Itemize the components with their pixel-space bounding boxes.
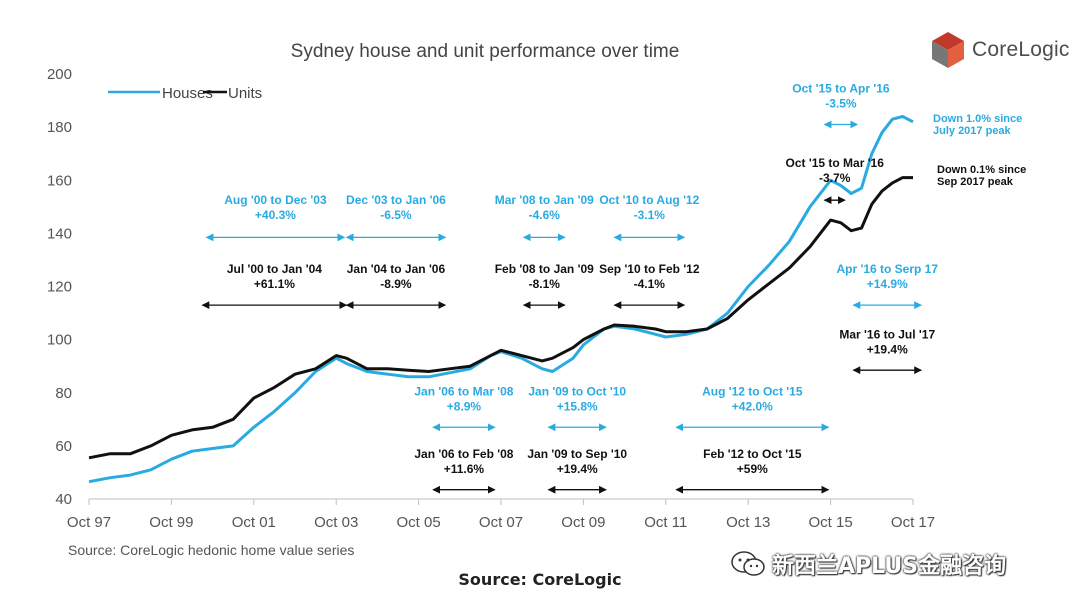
corelogic-logo: CoreLogic — [928, 30, 1070, 70]
annotation-period: Feb '12 to Oct '15 — [703, 447, 802, 461]
annotation-period: Apr '16 to Serp 17 — [836, 262, 938, 276]
annotation-change: -6.5% — [380, 208, 412, 222]
annotation-units-5: Feb '08 to Jan '09-8.1% — [495, 262, 594, 309]
annotation-houses-16: Apr '16 to Serp 17+14.9% — [836, 262, 938, 309]
end-note-units: Down 0.1% since Sep 2017 peak — [937, 164, 1029, 188]
annotation-change: -4.6% — [529, 208, 561, 222]
annotation-period: Dec '03 to Jan '06 — [346, 193, 446, 207]
annotation-change: +8.9% — [447, 399, 482, 413]
annotation-houses-6: Oct '10 to Aug '12-3.1% — [599, 193, 700, 242]
annotation-change: -8.9% — [380, 277, 412, 291]
annotation-units-7: Sep '10 to Feb '12-4.1% — [599, 262, 700, 309]
annotation-houses-0: Aug '00 to Dec '03+40.3% — [205, 193, 346, 242]
annotation-houses-2: Dec '03 to Jan '06-6.5% — [345, 193, 447, 242]
x-tick-label: Oct 97 — [67, 514, 111, 531]
annotation-change: +40.3% — [255, 208, 296, 222]
x-tick-label: Oct 09 — [561, 514, 605, 531]
x-tick-label: Oct 17 — [891, 514, 935, 531]
wechat-watermark: 新西兰APLUS金融咨询 — [730, 548, 1006, 580]
y-tick-label: 160 — [47, 172, 72, 189]
series-line-units — [88, 176, 913, 460]
annotation-period: Jan '09 to Oct '10 — [528, 384, 626, 398]
y-tick-label: 60 — [55, 438, 72, 455]
annotation-houses-8: Jan '06 to Mar '08+8.9% — [414, 384, 514, 432]
annotation-change: +19.4% — [557, 462, 598, 476]
figure-caption: Source: CoreLogic — [458, 570, 622, 589]
x-tick-label: Oct 11 — [644, 514, 687, 531]
y-tick-label: 140 — [47, 225, 72, 242]
x-tick-label: Oct 05 — [397, 514, 441, 531]
annotation-change: +59% — [737, 462, 768, 476]
annotation-change: -3.5% — [825, 97, 857, 111]
annotation-units-17: Mar '16 to Jul '17+19.4% — [839, 327, 935, 375]
y-tick-label: 200 — [47, 66, 72, 83]
annotation-change: +14.9% — [867, 277, 908, 291]
annotation-houses-10: Jan '09 to Oct '10+15.8% — [528, 384, 626, 432]
y-tick-label: 120 — [47, 279, 72, 296]
annotation-houses-12: Aug '12 to Oct '15+42.0% — [675, 384, 830, 432]
y-tick-label: 180 — [47, 119, 72, 136]
annotation-period: Jan '04 to Jan '06 — [347, 262, 446, 276]
annotation-units-9: Jan '06 to Feb '08+11.6% — [414, 447, 514, 494]
annotation-units-13: Feb '12 to Oct '15+59% — [675, 447, 830, 494]
annotation-change: -3.1% — [634, 208, 666, 222]
annotation-change: +42.0% — [732, 399, 773, 413]
x-tick-label: Oct 99 — [149, 514, 193, 531]
annotation-change: -8.1% — [529, 277, 561, 291]
series-line-houses — [88, 115, 914, 484]
wechat-watermark-text: 新西兰APLUS金融咨询 — [772, 554, 1007, 579]
annotation-houses-14: Oct '15 to Apr '16-3.5% — [792, 82, 890, 129]
x-tick-label: Oct 13 — [726, 514, 770, 531]
x-tick-label: Oct 07 — [479, 514, 523, 531]
annotation-change: -3.7% — [819, 171, 851, 185]
annotation-period: Jul '00 to Jan '04 — [227, 262, 322, 276]
annotation-period: Jan '09 to Sep '10 — [527, 447, 627, 461]
annotation-change: +11.6% — [444, 462, 485, 476]
annotation-period: Sep '10 to Feb '12 — [599, 262, 700, 276]
annotation-period: Mar '16 to Jul '17 — [839, 327, 935, 341]
y-tick-label: 80 — [55, 385, 72, 402]
wechat-icon — [731, 551, 765, 576]
annotation-period: Oct '10 to Aug '12 — [599, 193, 699, 207]
x-tick-label: Oct 15 — [809, 514, 853, 531]
annotation-change: +61.1% — [254, 277, 295, 291]
annotation-period: Jan '06 to Feb '08 — [414, 447, 513, 461]
annotation-period: Oct '15 to Mar '16 — [786, 156, 885, 170]
annotation-change: +15.8% — [557, 399, 598, 413]
annotation-units-3: Jan '04 to Jan '06-8.9% — [345, 262, 447, 309]
y-tick-label: 100 — [47, 332, 72, 349]
corelogic-cube-icon — [928, 30, 968, 70]
annotation-period: Feb '08 to Jan '09 — [495, 262, 594, 276]
legend-label-houses: Houses — [162, 85, 213, 102]
source-note: Source: CoreLogic hedonic home value ser… — [68, 542, 355, 558]
annotation-houses-4: Mar '08 to Jan '09-4.6% — [495, 193, 594, 242]
y-tick-label: 40 — [55, 491, 72, 508]
annotation-period: Oct '15 to Apr '16 — [792, 82, 890, 96]
corelogic-logo-text: CoreLogic — [972, 38, 1070, 61]
annotation-period: Jan '06 to Mar '08 — [414, 384, 513, 398]
annotation-units-15: Oct '15 to Mar '16-3.7% — [786, 156, 885, 205]
x-tick-label: Oct 01 — [232, 514, 276, 531]
annotation-change: -4.1% — [634, 277, 666, 291]
annotation-period: Aug '12 to Oct '15 — [702, 384, 803, 398]
annotation-period: Aug '00 to Dec '03 — [224, 193, 327, 207]
annotation-units-11: Jan '09 to Sep '10+19.4% — [527, 447, 627, 494]
annotation-change: +19.4% — [867, 342, 908, 356]
x-tick-label: Oct 03 — [314, 514, 358, 531]
annotation-period: Mar '08 to Jan '09 — [495, 193, 594, 207]
legend-label-units: Units — [228, 85, 262, 102]
chart-title: Sydney house and unit performance over t… — [291, 41, 680, 62]
annotation-units-1: Jul '00 to Jan '04+61.1% — [201, 262, 348, 309]
end-note-houses: Down 1.0% since July 2017 peak — [933, 113, 1025, 137]
